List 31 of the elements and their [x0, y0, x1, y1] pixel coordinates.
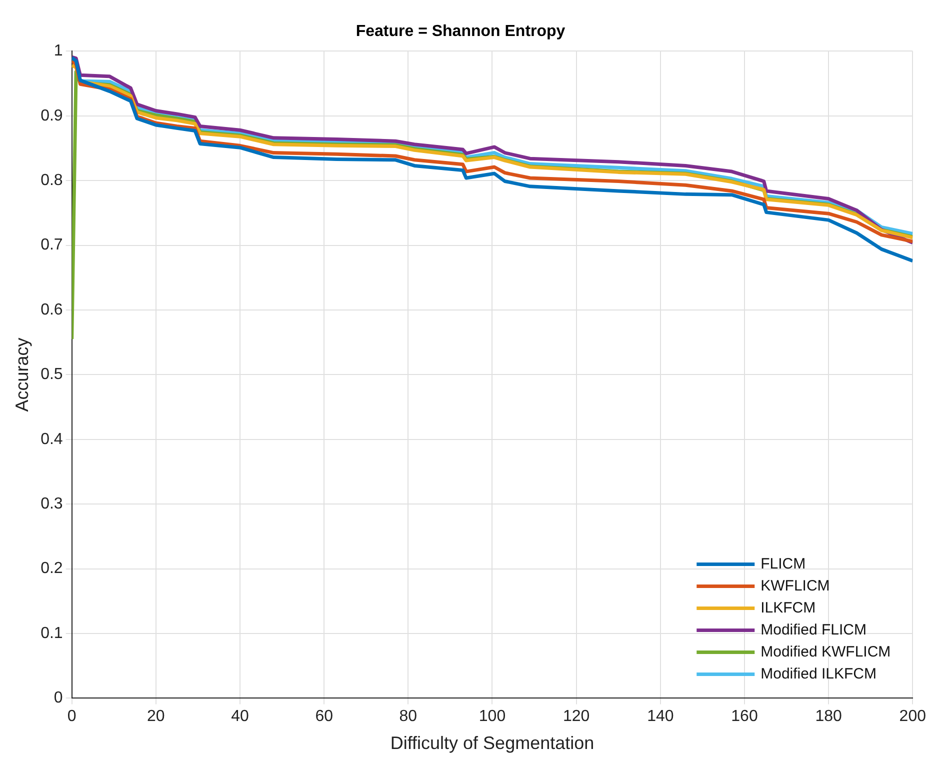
legend-label: Modified KWFLICM: [760, 643, 891, 660]
x-tick-label: 60: [315, 708, 334, 726]
y-tick-label: 1: [54, 42, 63, 60]
x-axis-title: Difficulty of Segmentation: [390, 733, 594, 754]
chart-title: Feature = Shannon Entropy: [356, 23, 566, 40]
y-tick-label: 0.8: [40, 172, 63, 190]
x-tick-label: 180: [815, 708, 842, 726]
x-tick-label: 140: [647, 708, 674, 726]
x-tick-label: 40: [231, 708, 250, 726]
legend-label: FLICM: [760, 555, 806, 572]
y-tick-label: 0.4: [40, 430, 63, 448]
y-tick-label: 0.5: [40, 366, 63, 384]
legend-label: ILKFCM: [760, 599, 816, 616]
x-tick-label: 0: [67, 708, 76, 726]
y-tick-label: 0.6: [40, 301, 63, 318]
legend-label: KWFLICM: [760, 577, 830, 594]
y-tick-label: 0.2: [40, 560, 63, 578]
legend-label: Modified FLICM: [760, 621, 866, 638]
x-tick-label: 100: [478, 708, 506, 726]
y-tick-label: 0: [54, 690, 63, 707]
x-tick-label: 80: [399, 708, 418, 726]
y-axis-title: Accuracy: [12, 338, 32, 412]
x-tick-label: 120: [562, 708, 590, 726]
x-tick-label: 160: [731, 708, 758, 726]
x-tick-label: 200: [899, 708, 926, 726]
y-tick-label: 0.3: [40, 496, 63, 513]
legend-label: Modified ILKFCM: [760, 665, 876, 682]
y-tick-label: 0.7: [40, 236, 63, 254]
y-tick-label: 0.9: [40, 107, 63, 124]
x-tick-label: 20: [147, 708, 165, 726]
y-tick-label: 0.1: [40, 624, 63, 642]
